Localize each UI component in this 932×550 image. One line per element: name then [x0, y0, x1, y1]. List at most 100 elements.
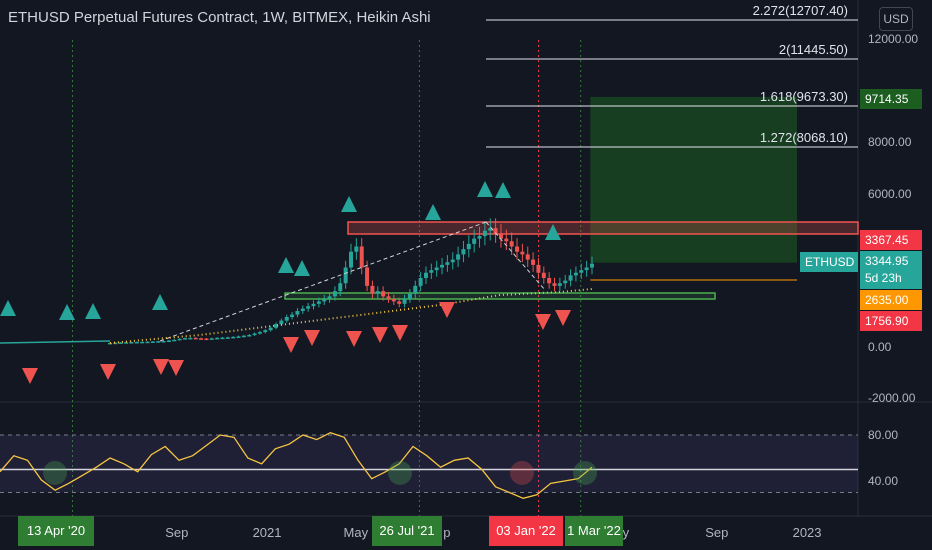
- candle-body: [124, 342, 129, 344]
- candle-body: [423, 272, 428, 278]
- candle-body: [150, 341, 155, 343]
- date-highlight-badge: 03 Jan '22: [489, 516, 563, 546]
- candle-body: [525, 254, 530, 260]
- rsi-tick-label: 40.00: [868, 474, 898, 488]
- candle-body: [456, 254, 461, 260]
- time-tick-label: 2021: [253, 525, 282, 540]
- target-zone: [590, 96, 797, 263]
- candle-body: [509, 241, 514, 247]
- time-tick-label: 2023: [793, 525, 822, 540]
- sell-signal-marker: [168, 360, 184, 376]
- time-tick-label: y: [623, 525, 630, 540]
- candle-body: [375, 291, 380, 294]
- candle-body: [145, 341, 150, 344]
- price-tick-label: 0.00: [868, 340, 892, 354]
- buy-signal-marker: [59, 304, 75, 320]
- candle-body: [590, 263, 594, 268]
- candle-body: [568, 275, 573, 281]
- candle-body: [338, 283, 343, 292]
- candle-body: [349, 251, 353, 268]
- sell-signal-marker: [100, 364, 116, 380]
- candle-body: [199, 338, 204, 340]
- price-tick-label: 8000.00: [868, 135, 912, 149]
- candle-body: [365, 267, 370, 286]
- rsi-signal-circle: [510, 460, 534, 485]
- time-tick-label: Sep: [705, 525, 728, 540]
- time-tick-label: May: [344, 525, 369, 540]
- candle-body: [407, 293, 412, 299]
- sell-signal-marker: [535, 314, 551, 330]
- sell-signal-marker: [439, 302, 455, 318]
- buy-signal-marker: [152, 294, 168, 310]
- candle-body: [547, 278, 552, 284]
- rsi-signal-circle: [388, 460, 412, 485]
- candle-body: [359, 246, 364, 268]
- candle-body: [343, 267, 348, 284]
- candle-body: [402, 299, 407, 304]
- candle-body: [584, 267, 589, 271]
- buy-signal-marker: [495, 182, 511, 198]
- early-price-line: [0, 340, 111, 344]
- candle-body: [225, 337, 230, 339]
- candle-body: [429, 270, 434, 273]
- candle-body: [257, 332, 262, 334]
- candle-body: [290, 314, 295, 317]
- price-level-badge: 3367.45: [860, 230, 922, 250]
- candle-body: [391, 299, 396, 302]
- candle-body: [129, 342, 134, 344]
- rsi-tick-label: 80.00: [868, 428, 898, 442]
- candle-body: [397, 301, 402, 304]
- candle-body: [316, 301, 321, 304]
- candle-body: [536, 264, 541, 273]
- buy-signal-marker: [545, 224, 561, 240]
- candle-body: [279, 320, 284, 325]
- candle-body: [386, 296, 391, 299]
- candle-body: [573, 272, 578, 276]
- candle-body: [477, 236, 482, 239]
- candle-body: [161, 341, 166, 343]
- candle-body: [327, 296, 332, 299]
- currency-button[interactable]: USD: [879, 7, 913, 31]
- rsi-signal-circle: [573, 460, 597, 485]
- candle-body: [209, 338, 214, 340]
- candle-body: [563, 280, 568, 284]
- fib-level-label: 1.272(8068.10): [760, 130, 848, 145]
- candle-body: [134, 341, 139, 344]
- fib-level-label: 2.272(12707.40): [753, 3, 848, 18]
- sell-signal-marker: [153, 359, 169, 375]
- price-level-badge: 1756.90: [860, 311, 922, 331]
- candle-body: [247, 335, 252, 337]
- buy-signal-marker: [0, 300, 16, 316]
- candle-body: [322, 299, 327, 302]
- candle-body: [440, 264, 445, 268]
- candle-body: [354, 246, 359, 252]
- candle-body: [541, 272, 546, 278]
- candle-body: [177, 338, 182, 341]
- candle-body: [295, 311, 300, 315]
- buy-signal-marker: [278, 257, 294, 273]
- candle-body: [472, 238, 477, 244]
- candle-body: [108, 342, 112, 345]
- price-tick-label: 6000.00: [868, 187, 912, 201]
- time-tick-label: Sep: [165, 525, 188, 540]
- price-level-badge: 2635.00: [860, 290, 922, 310]
- candle-body: [466, 243, 471, 250]
- buy-signal-marker: [477, 181, 493, 197]
- date-highlight-badge: 26 Jul '21: [372, 516, 442, 546]
- sell-signal-marker: [392, 325, 408, 341]
- date-highlight-badge: 13 Apr '20: [18, 516, 94, 546]
- candle-body: [306, 306, 311, 309]
- resistance-zone: [347, 221, 859, 235]
- candle-body: [193, 337, 198, 340]
- rsi-signal-circle: [43, 460, 67, 485]
- date-highlight-badge: 1 Mar '22: [565, 516, 623, 546]
- sell-signal-marker: [283, 337, 299, 353]
- candle-body: [557, 283, 562, 286]
- fib-level-label: 2(11445.50): [779, 42, 848, 57]
- candle-body: [482, 230, 487, 236]
- candle-body: [231, 336, 236, 339]
- sell-signal-marker: [555, 310, 571, 326]
- candle-body: [118, 342, 123, 344]
